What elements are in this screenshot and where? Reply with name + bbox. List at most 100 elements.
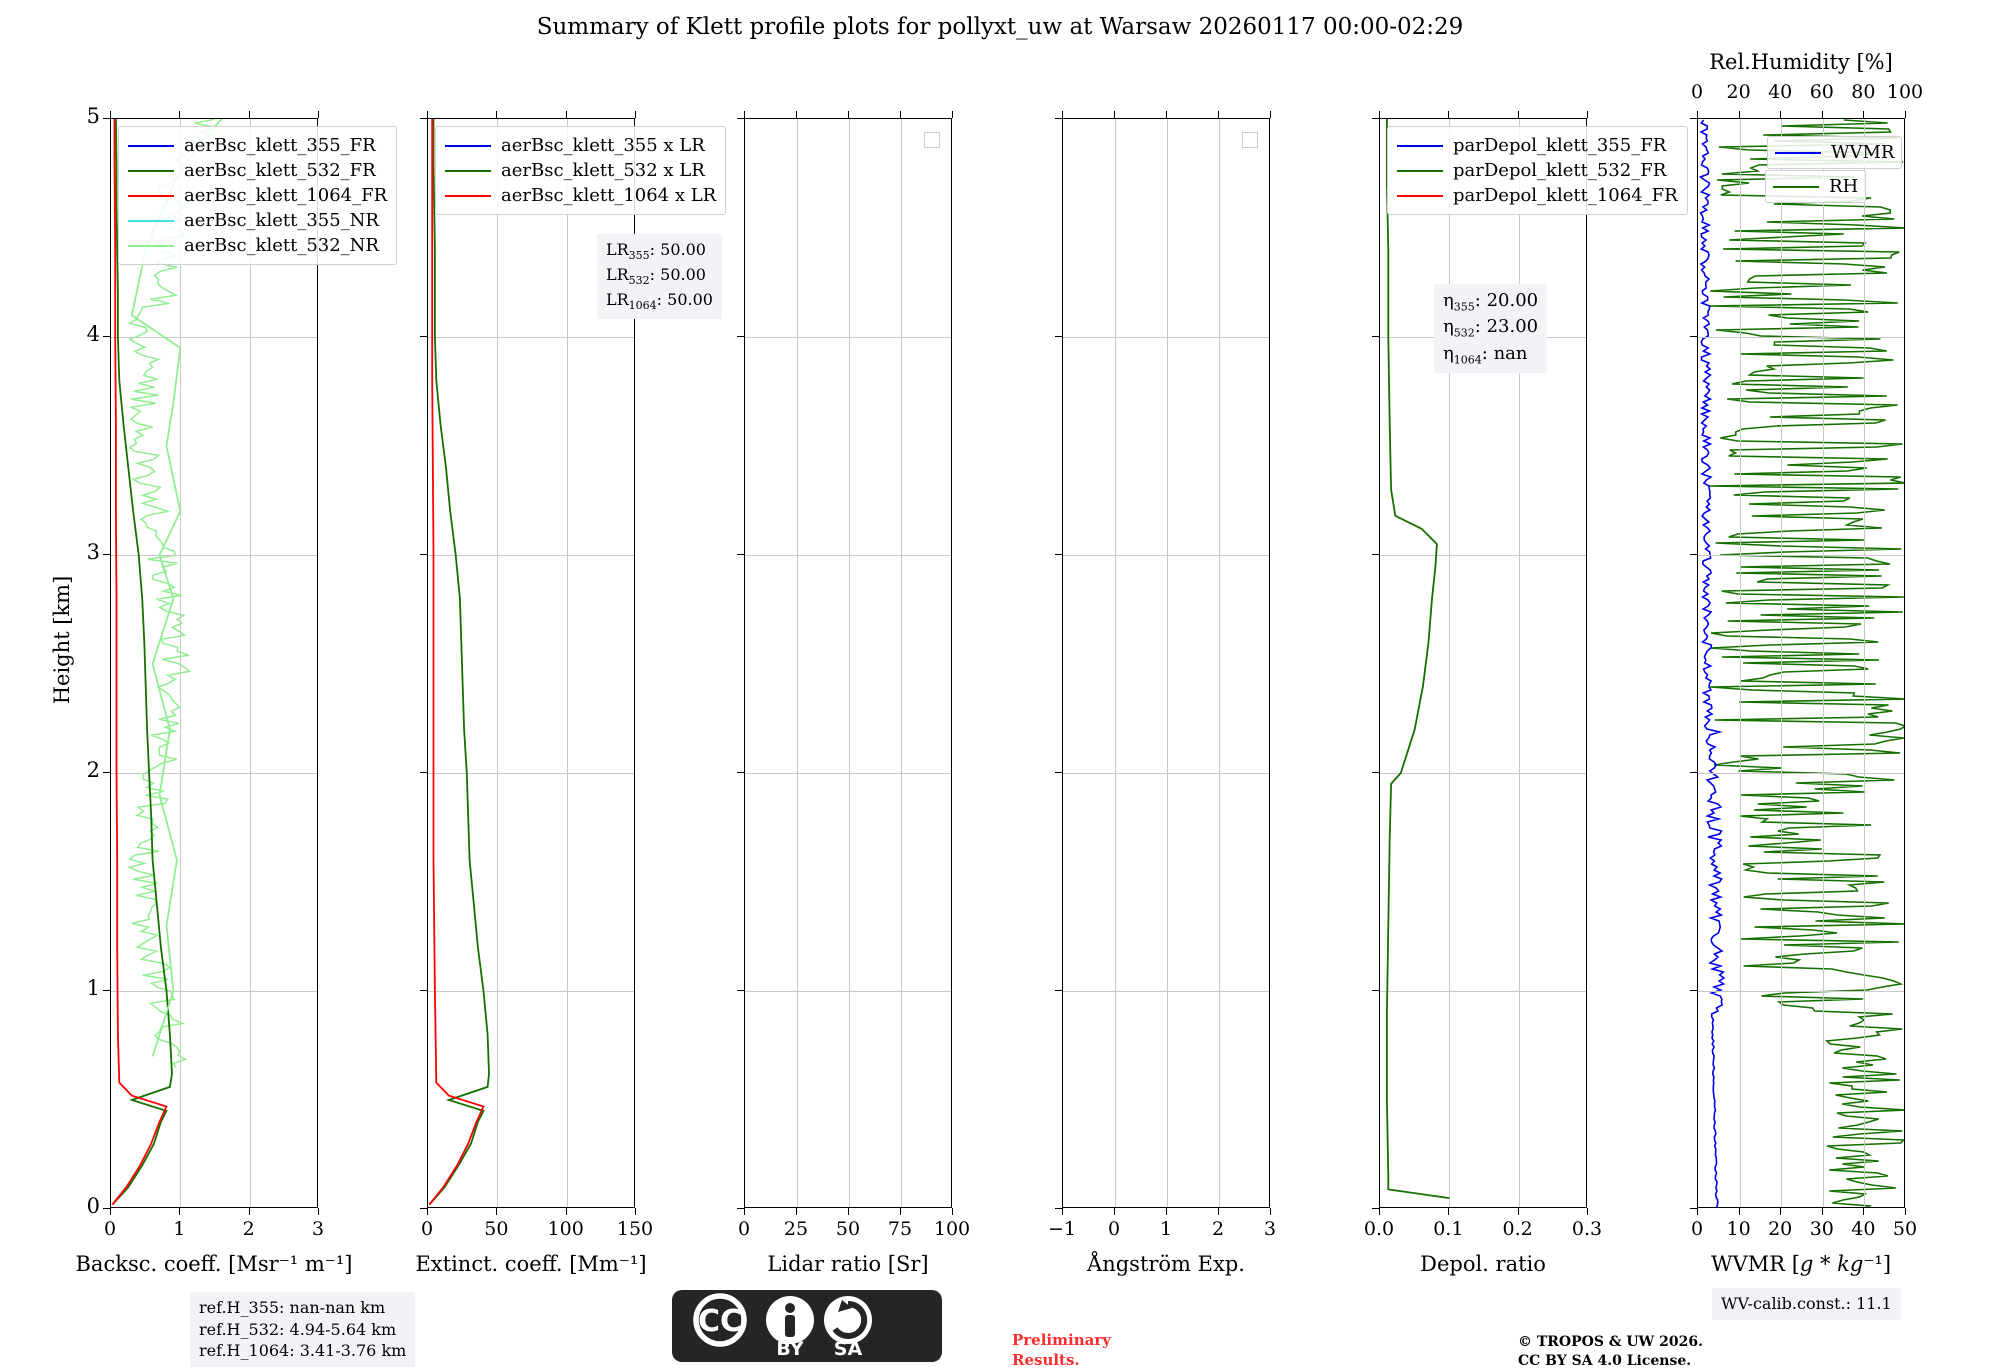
gridline-vertical (566, 119, 568, 1207)
x-tick-label: 2 (242, 1218, 255, 1240)
y-tick-label: 1 (86, 976, 100, 1000)
gridline-horizontal (428, 773, 634, 774)
legend-entry: aerBsc_klett_532_NR (128, 233, 387, 258)
legend-line-swatch (128, 219, 174, 222)
gridline-vertical (497, 119, 499, 1207)
gridline-horizontal (1698, 337, 1904, 338)
annotation-row: η1064: nan (1443, 342, 1538, 368)
legend-entry: aerBsc_klett_1064 x LR (445, 183, 716, 208)
x-tick-mark-top (848, 111, 849, 118)
plot-panel-wvmr-rh[interactable] (1697, 118, 1905, 1208)
legend-extinction[interactable]: aerBsc_klett_355 x LR aerBsc_klett_532 x … (435, 126, 727, 215)
empty-legend-box[interactable] (1242, 132, 1258, 148)
x-tick-mark-top (179, 111, 181, 118)
ref-h-532: ref.H_532: 4.94-5.64 km (199, 1319, 397, 1339)
y-axis-label: Height [km] (50, 575, 74, 705)
data-curves (111, 119, 223, 1206)
x-tick-mark-top (1218, 111, 1219, 118)
annotation-symbol: LR355: (606, 240, 661, 263)
y-tick-mark (1372, 118, 1379, 119)
plot-panel-depol-ratio[interactable] (1379, 118, 1587, 1208)
x-tick-label: 1 (1159, 1218, 1173, 1240)
x-tick-mark (1166, 1208, 1167, 1215)
plot-panel-lidar-ratio[interactable] (744, 118, 952, 1208)
gridline-horizontal (1063, 555, 1269, 556)
legend-label: parDepol_klett_355_FR (1453, 135, 1667, 156)
gridline-horizontal (1380, 991, 1586, 992)
annotation-box-extinction: LR355: 50.00 LR532: 50.00 LR1064: 50.00 (597, 234, 722, 320)
legend-line-swatch (128, 169, 174, 172)
legend-depol-ratio[interactable]: parDepol_klett_355_FR parDepol_klett_532_… (1387, 126, 1688, 215)
series-line (111, 119, 168, 1206)
gridline-horizontal (1063, 337, 1269, 338)
x-tick-mark-top (1517, 111, 1519, 118)
plot-panel-angstrom[interactable] (1062, 118, 1270, 1208)
plot-area-depol-ratio (1380, 119, 1586, 1207)
y-tick-mark (103, 336, 110, 337)
legend-entry: parDepol_klett_532_FR (1397, 158, 1678, 183)
x-tick-label: 100 (547, 1218, 584, 1240)
x-tick-mark-top (1166, 111, 1167, 118)
plot-panel-backscatter[interactable] (110, 118, 318, 1208)
legend-line-swatch (128, 244, 174, 247)
top-x-tick-mark (1905, 111, 1906, 118)
x-tick-label: 50 (1892, 1218, 1918, 1240)
top-x-tick-mark (1697, 111, 1698, 118)
y-tick-mark (420, 772, 427, 773)
x-tick-label: 20 (1768, 1218, 1793, 1240)
x-tick-mark-top (1587, 111, 1588, 118)
x-tick-mark (1448, 1208, 1450, 1215)
wvmr-rh-curves (1698, 119, 1904, 1207)
gridline-vertical (901, 119, 902, 1207)
y-tick-mark (737, 336, 744, 337)
y-tick-label: 3 (86, 540, 100, 564)
annotation-subscript: 1064 (628, 299, 657, 313)
top-x-tick-label: 40 (1768, 81, 1793, 103)
y-tick-mark (1055, 772, 1062, 773)
x-tick-mark (565, 1208, 567, 1215)
legend-wvmr-rh[interactable]: WVMR (1767, 136, 1903, 169)
gridline-horizontal (745, 991, 951, 992)
y-tick-mark (737, 1208, 744, 1209)
y-tick-mark (1372, 1208, 1379, 1209)
annotation-row: LR355: 50.00 (606, 239, 713, 264)
x-tick-mark (952, 1208, 953, 1215)
gridline-vertical (249, 119, 251, 1207)
x-axis-label-extinction: Extinct. coeff. [Mm⁻¹] (415, 1252, 647, 1276)
legend-entry: aerBsc_klett_355_NR (128, 208, 387, 233)
x-tick-mark (496, 1208, 498, 1215)
x-tick-mark (1738, 1208, 1740, 1215)
x-tick-label: 50 (835, 1218, 861, 1240)
gridline-horizontal (1063, 773, 1269, 774)
y-tick-mark (103, 1208, 110, 1209)
gridline-vertical (797, 119, 798, 1207)
x-tick-mark (635, 1208, 636, 1215)
x-tick-label: 3 (1263, 1218, 1277, 1240)
legend-line-swatch (1773, 185, 1819, 188)
annotation-symbol: LR1064: (606, 290, 668, 313)
data-curves (1698, 119, 1904, 1207)
y-tick-mark (420, 554, 427, 555)
x-tick-mark-top (110, 111, 111, 118)
legend-line-swatch (445, 144, 491, 147)
y-tick-mark (1372, 336, 1379, 337)
gridline-horizontal (1063, 991, 1269, 992)
x-tick-mark (1697, 1208, 1698, 1215)
x-tick-label: −1 (1047, 1218, 1077, 1240)
empty-legend-box[interactable] (924, 132, 940, 148)
x-tick-mark-top (1114, 111, 1115, 118)
top-x-tick-mark (1821, 111, 1823, 118)
cc-by-label: BY (776, 1338, 804, 1360)
legend-wvmr-rh-secondary[interactable]: RH (1765, 170, 1867, 203)
series-line (428, 119, 490, 1206)
x-tick-label: 75 (887, 1218, 913, 1240)
y-tick-mark (103, 772, 110, 773)
legend-backscatter[interactable]: aerBsc_klett_355_FR aerBsc_klett_532_FR ae… (118, 126, 398, 265)
y-tick-mark (420, 336, 427, 337)
gridline-vertical (1739, 119, 1741, 1207)
plot-area-angstrom (1063, 119, 1269, 1207)
x-tick-mark (1821, 1208, 1823, 1215)
y-tick-mark (737, 118, 744, 119)
series-line (428, 119, 485, 1206)
preliminary-notice: Preliminary Results. (1012, 1330, 1111, 1371)
